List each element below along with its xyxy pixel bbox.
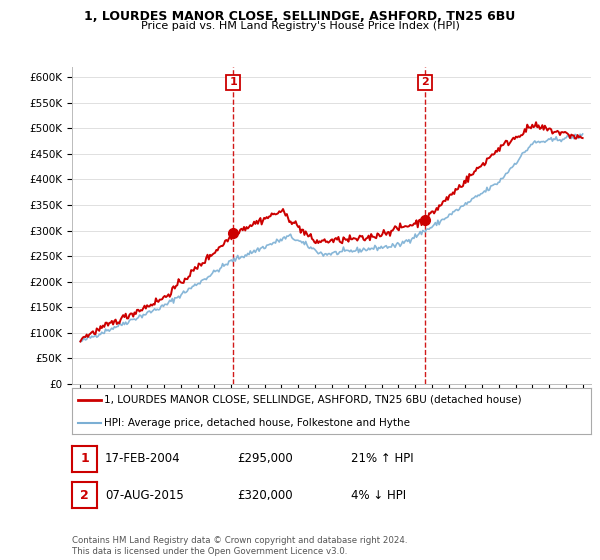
Text: 17-FEB-2004: 17-FEB-2004 [105, 452, 181, 465]
Text: 2: 2 [421, 77, 429, 87]
Text: 07-AUG-2015: 07-AUG-2015 [105, 488, 184, 502]
Text: £295,000: £295,000 [237, 452, 293, 465]
Text: 21% ↑ HPI: 21% ↑ HPI [351, 452, 413, 465]
Text: Price paid vs. HM Land Registry's House Price Index (HPI): Price paid vs. HM Land Registry's House … [140, 21, 460, 31]
Text: Contains HM Land Registry data © Crown copyright and database right 2024.
This d: Contains HM Land Registry data © Crown c… [72, 536, 407, 556]
Text: 1, LOURDES MANOR CLOSE, SELLINDGE, ASHFORD, TN25 6BU: 1, LOURDES MANOR CLOSE, SELLINDGE, ASHFO… [85, 10, 515, 23]
Text: £320,000: £320,000 [237, 488, 293, 502]
Text: 1: 1 [80, 452, 89, 465]
Text: 4% ↓ HPI: 4% ↓ HPI [351, 488, 406, 502]
Text: HPI: Average price, detached house, Folkestone and Hythe: HPI: Average price, detached house, Folk… [104, 418, 410, 427]
Text: 2: 2 [80, 488, 89, 502]
Text: 1, LOURDES MANOR CLOSE, SELLINDGE, ASHFORD, TN25 6BU (detached house): 1, LOURDES MANOR CLOSE, SELLINDGE, ASHFO… [104, 395, 522, 404]
Text: 1: 1 [229, 77, 237, 87]
